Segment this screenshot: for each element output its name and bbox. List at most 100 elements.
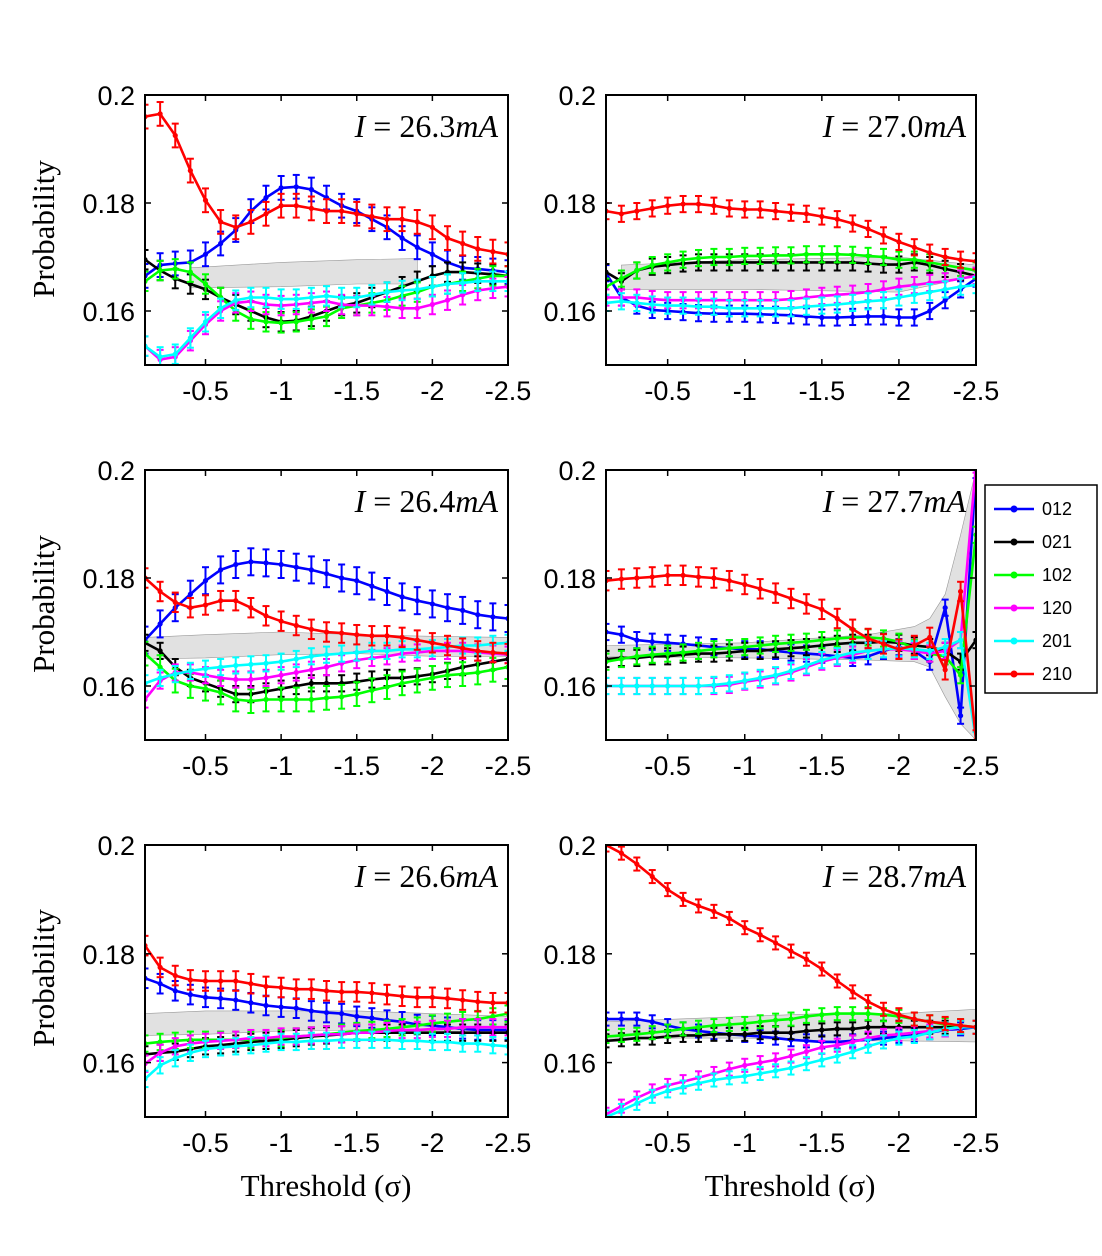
- data-point: [757, 932, 763, 938]
- data-point: [911, 1033, 917, 1040]
- data-point: [157, 621, 163, 627]
- data-point: [618, 1016, 625, 1022]
- data-point: [248, 1000, 254, 1006]
- y-axis-label-row-2: Probability: [26, 535, 61, 673]
- data-point: [896, 1035, 902, 1041]
- data-point: [618, 683, 625, 689]
- legend: 012 021 102 120 201 210: [984, 484, 1098, 694]
- data-point: [444, 1026, 451, 1032]
- data-point: [957, 284, 964, 290]
- data-point: [819, 314, 825, 321]
- data-point: [834, 1026, 840, 1032]
- data-point: [384, 1037, 390, 1043]
- data-point: [233, 224, 239, 230]
- data-point: [711, 646, 717, 652]
- data-point: [308, 653, 314, 659]
- data-point: [233, 297, 239, 303]
- data-point: [172, 972, 178, 979]
- data-point: [834, 635, 840, 642]
- data-point: [819, 251, 825, 257]
- panel-annotation: I = 28.7mA: [822, 858, 967, 894]
- y-axis-label-row-1: Probability: [26, 160, 61, 298]
- data-point: [850, 300, 856, 306]
- data-point: [865, 635, 871, 642]
- data-point: [202, 197, 209, 203]
- data-point: [803, 639, 810, 645]
- data-point: [942, 286, 948, 292]
- data-point: [880, 297, 887, 303]
- panel-1: -0.5 -1 -1.5 -2 -2.5 0.16 0.18 0.2 I = 26.3mA: [82, 81, 531, 406]
- data-point: [323, 1009, 330, 1016]
- x-tick-label: -2.5: [485, 376, 532, 406]
- data-point: [429, 284, 435, 290]
- data-point: [927, 308, 933, 314]
- data-point: [927, 289, 933, 295]
- panel-annotation: I = 27.0mA: [822, 108, 967, 144]
- data-point: [293, 669, 299, 676]
- data-point: [263, 613, 269, 619]
- data-point: [354, 211, 360, 217]
- data-point: [490, 1024, 496, 1030]
- data-point: [293, 696, 299, 703]
- data-point: [444, 642, 451, 649]
- data-point: [399, 634, 405, 641]
- data-point: [429, 601, 435, 607]
- data-point: [803, 601, 810, 607]
- data-point: [308, 667, 314, 673]
- legend-swatch-marker: [1010, 505, 1018, 513]
- data-point: [369, 990, 375, 996]
- data-point: [618, 656, 625, 662]
- data-point: [850, 649, 856, 656]
- data-point: [187, 977, 193, 983]
- panel-4: -0.5 -1 -1.5 -2 -2.5 0.16 0.18 0.2 I = 27.7mA: [543, 456, 999, 781]
- data-point: [308, 986, 314, 992]
- legend-label: 012: [1042, 499, 1072, 519]
- data-point: [248, 219, 254, 225]
- series-210: [606, 194, 976, 271]
- data-point: [323, 680, 330, 686]
- y-tick-label: 0.2: [97, 456, 135, 486]
- data-point: [742, 1031, 748, 1037]
- data-point: [726, 1021, 732, 1028]
- data-point: [649, 1093, 655, 1099]
- data-point: [865, 1043, 871, 1049]
- data-point: [649, 873, 655, 880]
- data-point: [834, 978, 840, 984]
- data-point: [788, 1030, 794, 1036]
- data-point: [339, 694, 345, 700]
- data-point: [634, 575, 640, 581]
- data-point: [634, 653, 640, 659]
- data-point: [803, 1049, 810, 1055]
- data-point: [157, 354, 163, 360]
- data-point: [788, 305, 794, 311]
- data-point: [726, 205, 732, 211]
- data-point: [803, 1061, 810, 1067]
- data-point: [354, 294, 360, 301]
- data-point: [248, 1042, 254, 1048]
- data-point: [293, 564, 299, 570]
- legend-entry-120: 120: [994, 598, 1072, 618]
- data-point: [444, 995, 451, 1002]
- data-point: [354, 632, 360, 638]
- x-tick-label: -0.5: [182, 751, 229, 781]
- data-point: [278, 296, 284, 302]
- data-point: [819, 1044, 825, 1050]
- x-tick-label: -2: [420, 1128, 444, 1158]
- data-point: [218, 664, 224, 670]
- data-point: [202, 666, 209, 672]
- x-tick-label: -1: [733, 376, 757, 406]
- data-point: [880, 254, 887, 260]
- data-point: [187, 168, 193, 174]
- data-point: [399, 305, 405, 311]
- data-point: [187, 269, 193, 275]
- data-point: [772, 641, 779, 647]
- data-point: [834, 301, 840, 308]
- data-point: [665, 1088, 671, 1094]
- data-point: [788, 668, 794, 674]
- data-point: [369, 292, 375, 298]
- data-point: [834, 1042, 840, 1048]
- data-point: [414, 219, 420, 225]
- data-point: [278, 696, 284, 703]
- data-point: [772, 1068, 779, 1074]
- data-point: [957, 713, 964, 719]
